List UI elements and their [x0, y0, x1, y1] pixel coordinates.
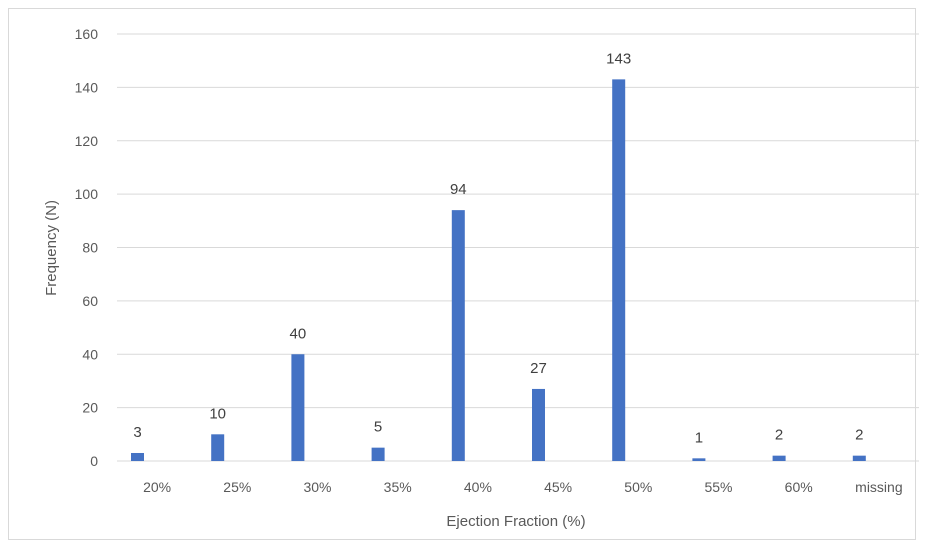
x-tick-label: 45% — [544, 479, 572, 495]
bar — [291, 354, 305, 461]
x-tick-label: 60% — [785, 479, 813, 495]
data-label: 1 — [695, 429, 703, 446]
data-label: 2 — [855, 427, 863, 444]
bar — [612, 79, 626, 462]
data-label: 2 — [775, 427, 783, 444]
bar — [772, 455, 786, 461]
x-tick-label: 30% — [303, 479, 331, 495]
x-tick-label: missing — [855, 479, 902, 495]
x-tick-label: 20% — [143, 479, 171, 495]
y-tick-label: 20 — [82, 400, 98, 416]
x-tick-label: 25% — [223, 479, 251, 495]
gridlines — [117, 33, 919, 462]
bar — [852, 455, 866, 461]
y-tick-label: 160 — [75, 26, 99, 42]
data-labels: 3 10 40 5 94 27 143 1 2 2 — [133, 50, 863, 446]
data-label: 143 — [606, 50, 631, 67]
data-label: 94 — [450, 181, 467, 198]
y-tick-label: 40 — [82, 346, 98, 362]
data-label: 40 — [290, 325, 307, 342]
x-axis-ticks: 20% 25% 30% 35% 40% 45% 50% 55% 60% missing — [143, 479, 903, 495]
bar — [692, 458, 706, 461]
y-tick-label: 120 — [75, 133, 99, 149]
bar — [532, 388, 545, 461]
y-tick-label: 80 — [82, 240, 98, 256]
y-tick-label: 100 — [75, 186, 99, 202]
y-tick-label: 140 — [75, 79, 99, 95]
data-label: 27 — [530, 360, 547, 377]
x-tick-label: 35% — [384, 479, 412, 495]
x-tick-label: 55% — [704, 479, 732, 495]
bar — [131, 452, 144, 461]
y-tick-label: 0 — [90, 453, 98, 469]
data-label: 5 — [374, 419, 382, 436]
bar — [211, 434, 225, 461]
x-axis-title: Ejection Fraction (%) — [446, 513, 585, 530]
bar — [451, 210, 465, 461]
y-tick-label: 60 — [82, 293, 98, 309]
y-axis-title: Frequency (N) — [43, 200, 60, 296]
bar — [371, 447, 385, 461]
y-axis-ticks: 0 20 40 60 80 100 120 140 160 — [75, 26, 99, 469]
x-tick-label: 50% — [624, 479, 652, 495]
x-tick-label: 40% — [464, 479, 492, 495]
data-label: 10 — [209, 405, 226, 422]
data-label: 3 — [133, 424, 141, 441]
bars — [131, 79, 866, 462]
